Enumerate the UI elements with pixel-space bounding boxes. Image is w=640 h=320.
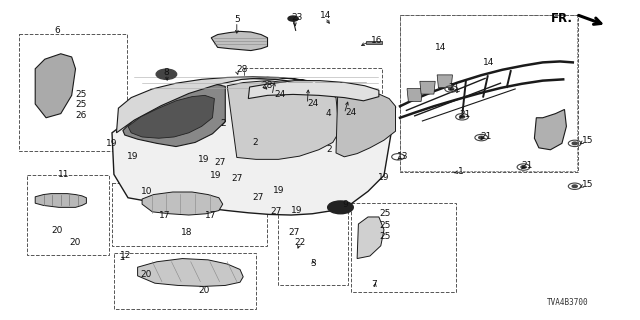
Text: 3: 3 (311, 260, 316, 268)
Text: 4: 4 (325, 109, 331, 118)
Text: 15: 15 (582, 180, 594, 189)
Bar (19, 34, 127, 151)
Text: 17: 17 (159, 211, 170, 220)
Text: 25: 25 (379, 221, 390, 230)
Text: 23: 23 (291, 13, 303, 22)
Text: 10: 10 (141, 187, 152, 196)
Text: 26: 26 (76, 111, 87, 120)
Polygon shape (116, 77, 389, 133)
Polygon shape (407, 89, 422, 101)
Circle shape (460, 116, 465, 118)
Text: 17: 17 (205, 211, 216, 220)
Text: 19: 19 (378, 173, 389, 182)
Text: 19: 19 (127, 152, 138, 161)
Bar (400, 15, 578, 172)
Polygon shape (227, 81, 339, 159)
Text: TVA4B3700: TVA4B3700 (547, 298, 589, 307)
Text: 19: 19 (291, 206, 303, 215)
Text: 1: 1 (458, 167, 463, 176)
Text: 25: 25 (76, 100, 87, 109)
Text: 27: 27 (288, 228, 300, 237)
Text: 24: 24 (307, 99, 319, 108)
Bar (351, 203, 456, 292)
Text: 28: 28 (237, 65, 248, 74)
Polygon shape (336, 86, 396, 157)
Text: 11: 11 (58, 170, 70, 179)
Polygon shape (534, 109, 566, 150)
Text: 25: 25 (379, 232, 390, 241)
Circle shape (521, 166, 526, 168)
Text: 21: 21 (522, 161, 533, 170)
Circle shape (479, 136, 484, 139)
Text: 2: 2 (253, 138, 259, 147)
Text: 20: 20 (69, 238, 81, 247)
Text: 27: 27 (232, 174, 243, 183)
Text: 20: 20 (198, 286, 210, 295)
Polygon shape (138, 259, 243, 286)
Text: 19: 19 (198, 155, 210, 164)
Text: 20: 20 (51, 226, 63, 235)
Text: 21: 21 (460, 110, 471, 119)
Text: 15: 15 (582, 136, 594, 145)
Text: 24: 24 (274, 90, 285, 99)
Polygon shape (35, 194, 86, 207)
Text: 18: 18 (180, 228, 192, 237)
Polygon shape (128, 95, 214, 138)
Text: 14: 14 (483, 58, 495, 67)
Text: 24: 24 (346, 108, 357, 117)
Text: 14: 14 (435, 43, 447, 52)
Text: 6: 6 (55, 26, 60, 35)
Polygon shape (112, 78, 396, 215)
Text: 13: 13 (397, 152, 408, 161)
Circle shape (572, 185, 577, 188)
Text: 19: 19 (106, 139, 118, 148)
Circle shape (449, 88, 454, 90)
Text: 5: 5 (234, 15, 239, 24)
Circle shape (572, 142, 577, 145)
Text: 25: 25 (76, 90, 87, 99)
Polygon shape (35, 54, 76, 118)
Bar (112, 183, 267, 246)
Text: 9: 9 (342, 200, 348, 209)
Text: 8: 8 (164, 68, 169, 76)
Polygon shape (211, 31, 268, 51)
Text: 27: 27 (214, 158, 226, 167)
Text: 27: 27 (270, 207, 282, 216)
Text: 2: 2 (326, 145, 332, 154)
Bar (366, 41, 382, 44)
Text: 28: 28 (261, 81, 273, 90)
Text: 19: 19 (210, 171, 221, 180)
Text: 2: 2 (221, 119, 227, 128)
Text: 21: 21 (480, 132, 492, 140)
Bar (278, 198, 348, 285)
Text: 21: 21 (448, 83, 460, 92)
Bar (114, 253, 256, 309)
Polygon shape (248, 81, 379, 101)
Text: 12: 12 (120, 252, 132, 260)
Bar (244, 68, 382, 132)
Text: 20: 20 (140, 270, 152, 279)
Polygon shape (142, 192, 223, 215)
Circle shape (288, 16, 298, 21)
Text: 25: 25 (379, 209, 390, 218)
Polygon shape (420, 81, 435, 94)
Polygon shape (123, 84, 225, 147)
Text: 27: 27 (253, 193, 264, 202)
Text: FR.: FR. (551, 12, 573, 25)
Circle shape (328, 201, 353, 214)
Bar (27, 175, 109, 255)
Text: 7: 7 (372, 280, 377, 289)
Polygon shape (437, 75, 452, 88)
Circle shape (156, 69, 177, 79)
Text: 14: 14 (320, 11, 332, 20)
Polygon shape (357, 217, 384, 259)
Text: 16: 16 (371, 36, 383, 44)
Text: 19: 19 (273, 186, 284, 195)
Text: 22: 22 (294, 238, 305, 247)
